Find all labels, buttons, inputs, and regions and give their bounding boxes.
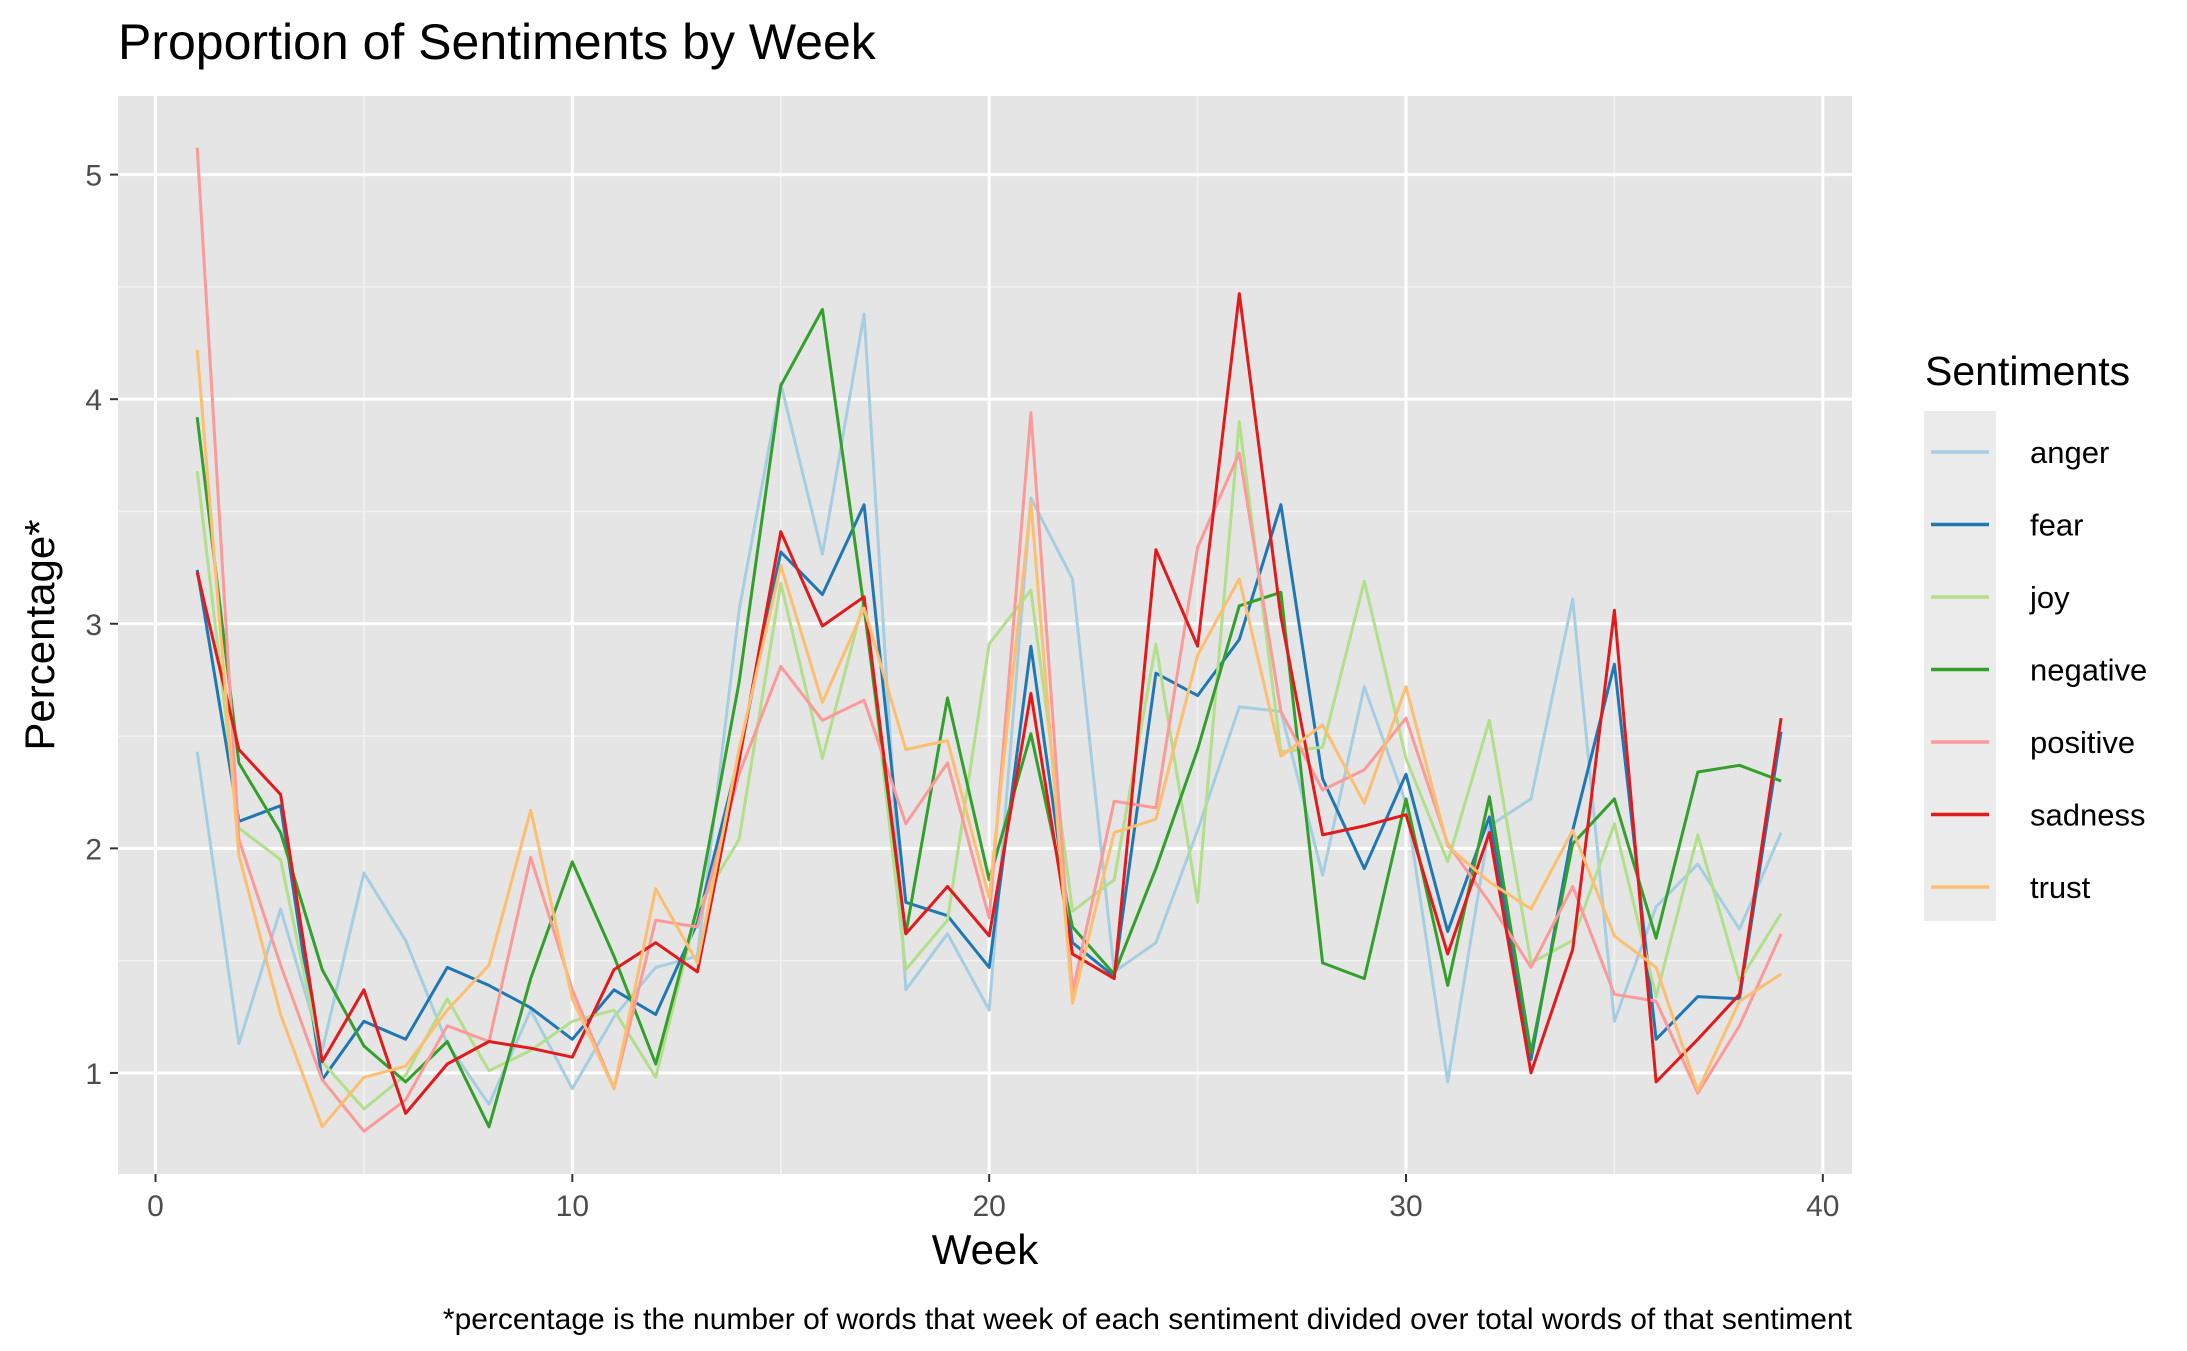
y-tick-label: 4	[85, 384, 102, 417]
x-tick-label: 10	[556, 1190, 589, 1223]
y-tick-label: 5	[85, 160, 102, 193]
series-lines	[195, 147, 1783, 1133]
axis-ticks	[110, 173, 1824, 1182]
legend: Sentiments anger fear joy negative positive s…	[1924, 348, 2147, 921]
plot-panel	[118, 96, 1852, 1174]
legend-label-anger: anger	[2030, 435, 2109, 470]
x-tick-label: 0	[147, 1190, 164, 1223]
series-line-sadness	[195, 292, 1783, 1115]
series-line-fear	[195, 503, 1783, 1082]
legend-items: anger fear joy negative positive sadness trust	[1931, 435, 2147, 905]
x-tick-label: 20	[972, 1190, 1005, 1223]
y-tick-label: 3	[85, 609, 102, 642]
legend-label-joy: joy	[2029, 580, 2070, 615]
series-line-anger	[195, 312, 1783, 1106]
series-line-negative	[195, 307, 1782, 1129]
x-axis-title: Week	[932, 1226, 1040, 1273]
y-tick-labels: 1 2 3 4 5	[85, 160, 102, 1091]
legend-label-fear: fear	[2030, 508, 2083, 543]
legend-label-positive: positive	[2030, 725, 2135, 760]
y-tick-label: 2	[85, 833, 102, 866]
y-axis-title: Percentage*	[16, 519, 63, 750]
legend-label-negative: negative	[2030, 653, 2147, 688]
series-line-trust	[195, 349, 1782, 1129]
y-tick-label: 1	[85, 1058, 102, 1091]
x-tick-label: 40	[1806, 1190, 1839, 1223]
chart-caption: *percentage is the number of words that …	[443, 1303, 1853, 1336]
series-line-joy	[195, 420, 1783, 1111]
legend-label-sadness: sadness	[2030, 798, 2145, 833]
x-tick-labels: 0 10 20 30 40	[147, 1190, 1839, 1223]
x-tick-label: 30	[1389, 1190, 1422, 1223]
legend-title: Sentiments	[1925, 348, 2130, 394]
legend-key-background	[1924, 411, 1996, 921]
series-line-positive	[195, 147, 1783, 1133]
chart-title: Proportion of Sentiments by Week	[118, 14, 877, 70]
legend-label-trust: trust	[2030, 870, 2091, 905]
